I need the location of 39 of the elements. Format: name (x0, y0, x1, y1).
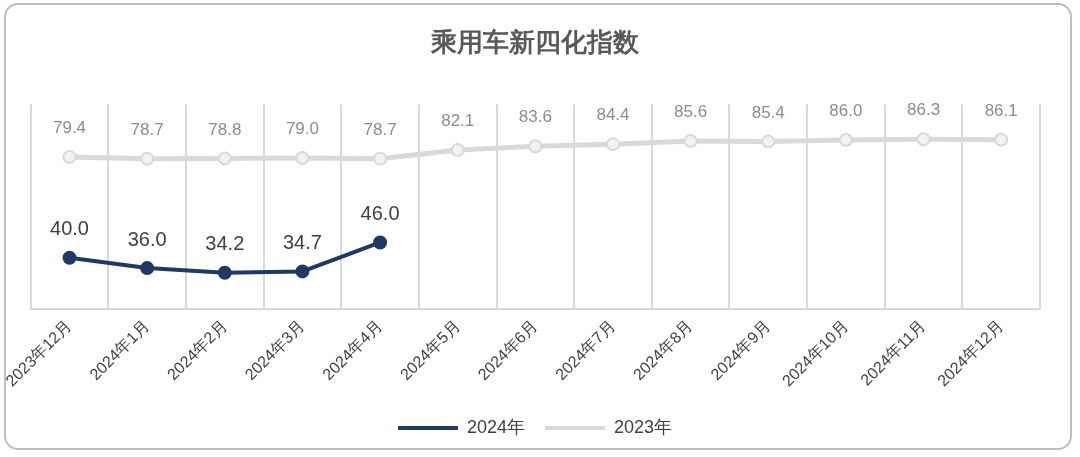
point (62, 149, 77, 164)
point (838, 133, 853, 148)
point (295, 264, 310, 279)
data-label: 85.4 (751, 102, 785, 122)
data-label: 86.1 (984, 100, 1018, 120)
data-label: 78.7 (363, 119, 397, 139)
point (295, 150, 310, 165)
legend-label: 2024年 (466, 416, 525, 437)
data-label: 83.6 (518, 107, 552, 127)
data-label: 84.4 (596, 105, 630, 125)
data-label: 46.0 (360, 201, 400, 224)
data-label: 86.0 (829, 101, 863, 121)
point (761, 134, 776, 149)
point (217, 265, 232, 280)
legend-label: 2023年 (614, 416, 673, 437)
point (62, 250, 77, 265)
data-label: 86.3 (907, 100, 941, 120)
point (994, 132, 1009, 147)
point (373, 151, 388, 166)
point (683, 134, 698, 149)
chart-title: 乘用车新四化指数 (430, 26, 640, 57)
data-label: 34.7 (282, 230, 322, 253)
point (217, 151, 232, 166)
data-label: 40.0 (50, 217, 89, 240)
point (606, 137, 620, 152)
data-label: 85.6 (674, 102, 708, 122)
point (140, 261, 155, 276)
data-label: 34.2 (205, 232, 245, 255)
point (450, 143, 465, 158)
data-label: 78.7 (130, 119, 164, 139)
data-label: 78.8 (208, 119, 242, 139)
point (373, 235, 388, 250)
data-label: 36.0 (127, 227, 167, 250)
data-label: 79.0 (285, 119, 319, 139)
point (140, 151, 155, 166)
data-label: 79.4 (52, 118, 87, 138)
point (916, 132, 931, 147)
point (528, 139, 543, 154)
data-label: 82.1 (441, 111, 475, 131)
